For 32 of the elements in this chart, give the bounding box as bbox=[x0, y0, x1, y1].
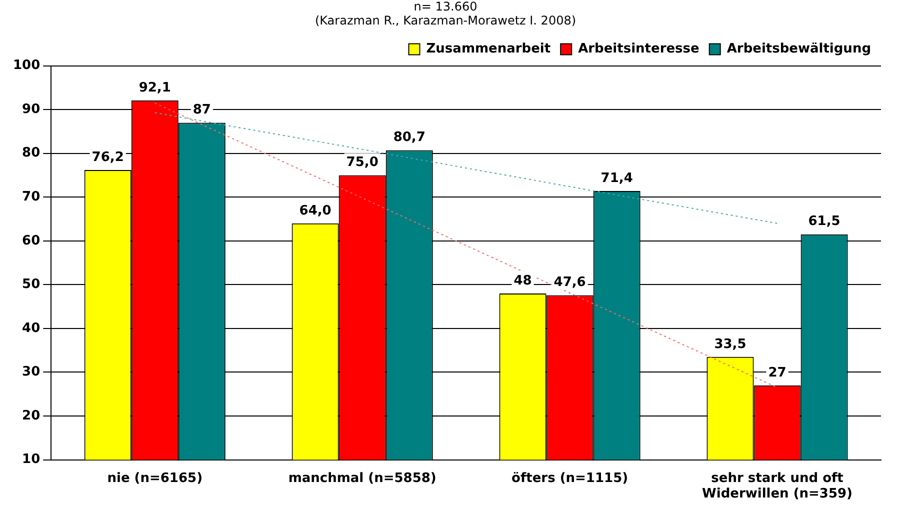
data-label: 75,0 bbox=[346, 155, 378, 170]
y-tick-label: 30 bbox=[22, 364, 40, 380]
legend-label: Arbeitsinteresse bbox=[578, 42, 700, 57]
data-label: 92,1 bbox=[138, 80, 171, 96]
data-label: 33,5 bbox=[714, 336, 746, 352]
y-tick-label: 100 bbox=[12, 58, 40, 74]
y-tick-label: 90 bbox=[22, 102, 40, 117]
y-tick-label: 50 bbox=[22, 277, 40, 292]
y-tick-label: 10 bbox=[22, 452, 40, 468]
data-label: 87 bbox=[192, 102, 211, 118]
data-label: 76,2 bbox=[92, 150, 124, 165]
y-tick-label: 60 bbox=[22, 233, 40, 248]
legend-label: Zusammenarbeit bbox=[426, 42, 551, 57]
data-label: 27 bbox=[768, 365, 786, 380]
data-label: 71,4 bbox=[600, 170, 633, 186]
x-tick-label: sehr stark und oft Widerwillen (n=359) bbox=[702, 470, 853, 502]
chart-subtitle: (Karazman R., Karazman-Morawetz I. 2008) bbox=[314, 14, 576, 28]
data-label: 48 bbox=[514, 273, 532, 288]
data-label: 61,5 bbox=[808, 214, 840, 230]
y-tick-label: 40 bbox=[22, 320, 40, 336]
data-label: 47,6 bbox=[554, 275, 586, 290]
y-tick-label: 80 bbox=[22, 146, 40, 161]
data-label: 80,7 bbox=[393, 130, 426, 146]
y-tick-label: 20 bbox=[22, 408, 40, 424]
y-tick-label: 70 bbox=[22, 190, 40, 205]
legend-label: Arbeitsbewältigung bbox=[726, 42, 871, 57]
x-tick-label: nie (n=6165) bbox=[107, 470, 202, 486]
x-tick-label: öfters (n=1115) bbox=[512, 470, 628, 486]
line-series bbox=[154, 112, 778, 224]
data-label: 64,0 bbox=[299, 203, 332, 218]
x-tick-label: manchmal (n=5858) bbox=[288, 470, 436, 486]
chart-title: n= 13.660 bbox=[414, 0, 478, 14]
